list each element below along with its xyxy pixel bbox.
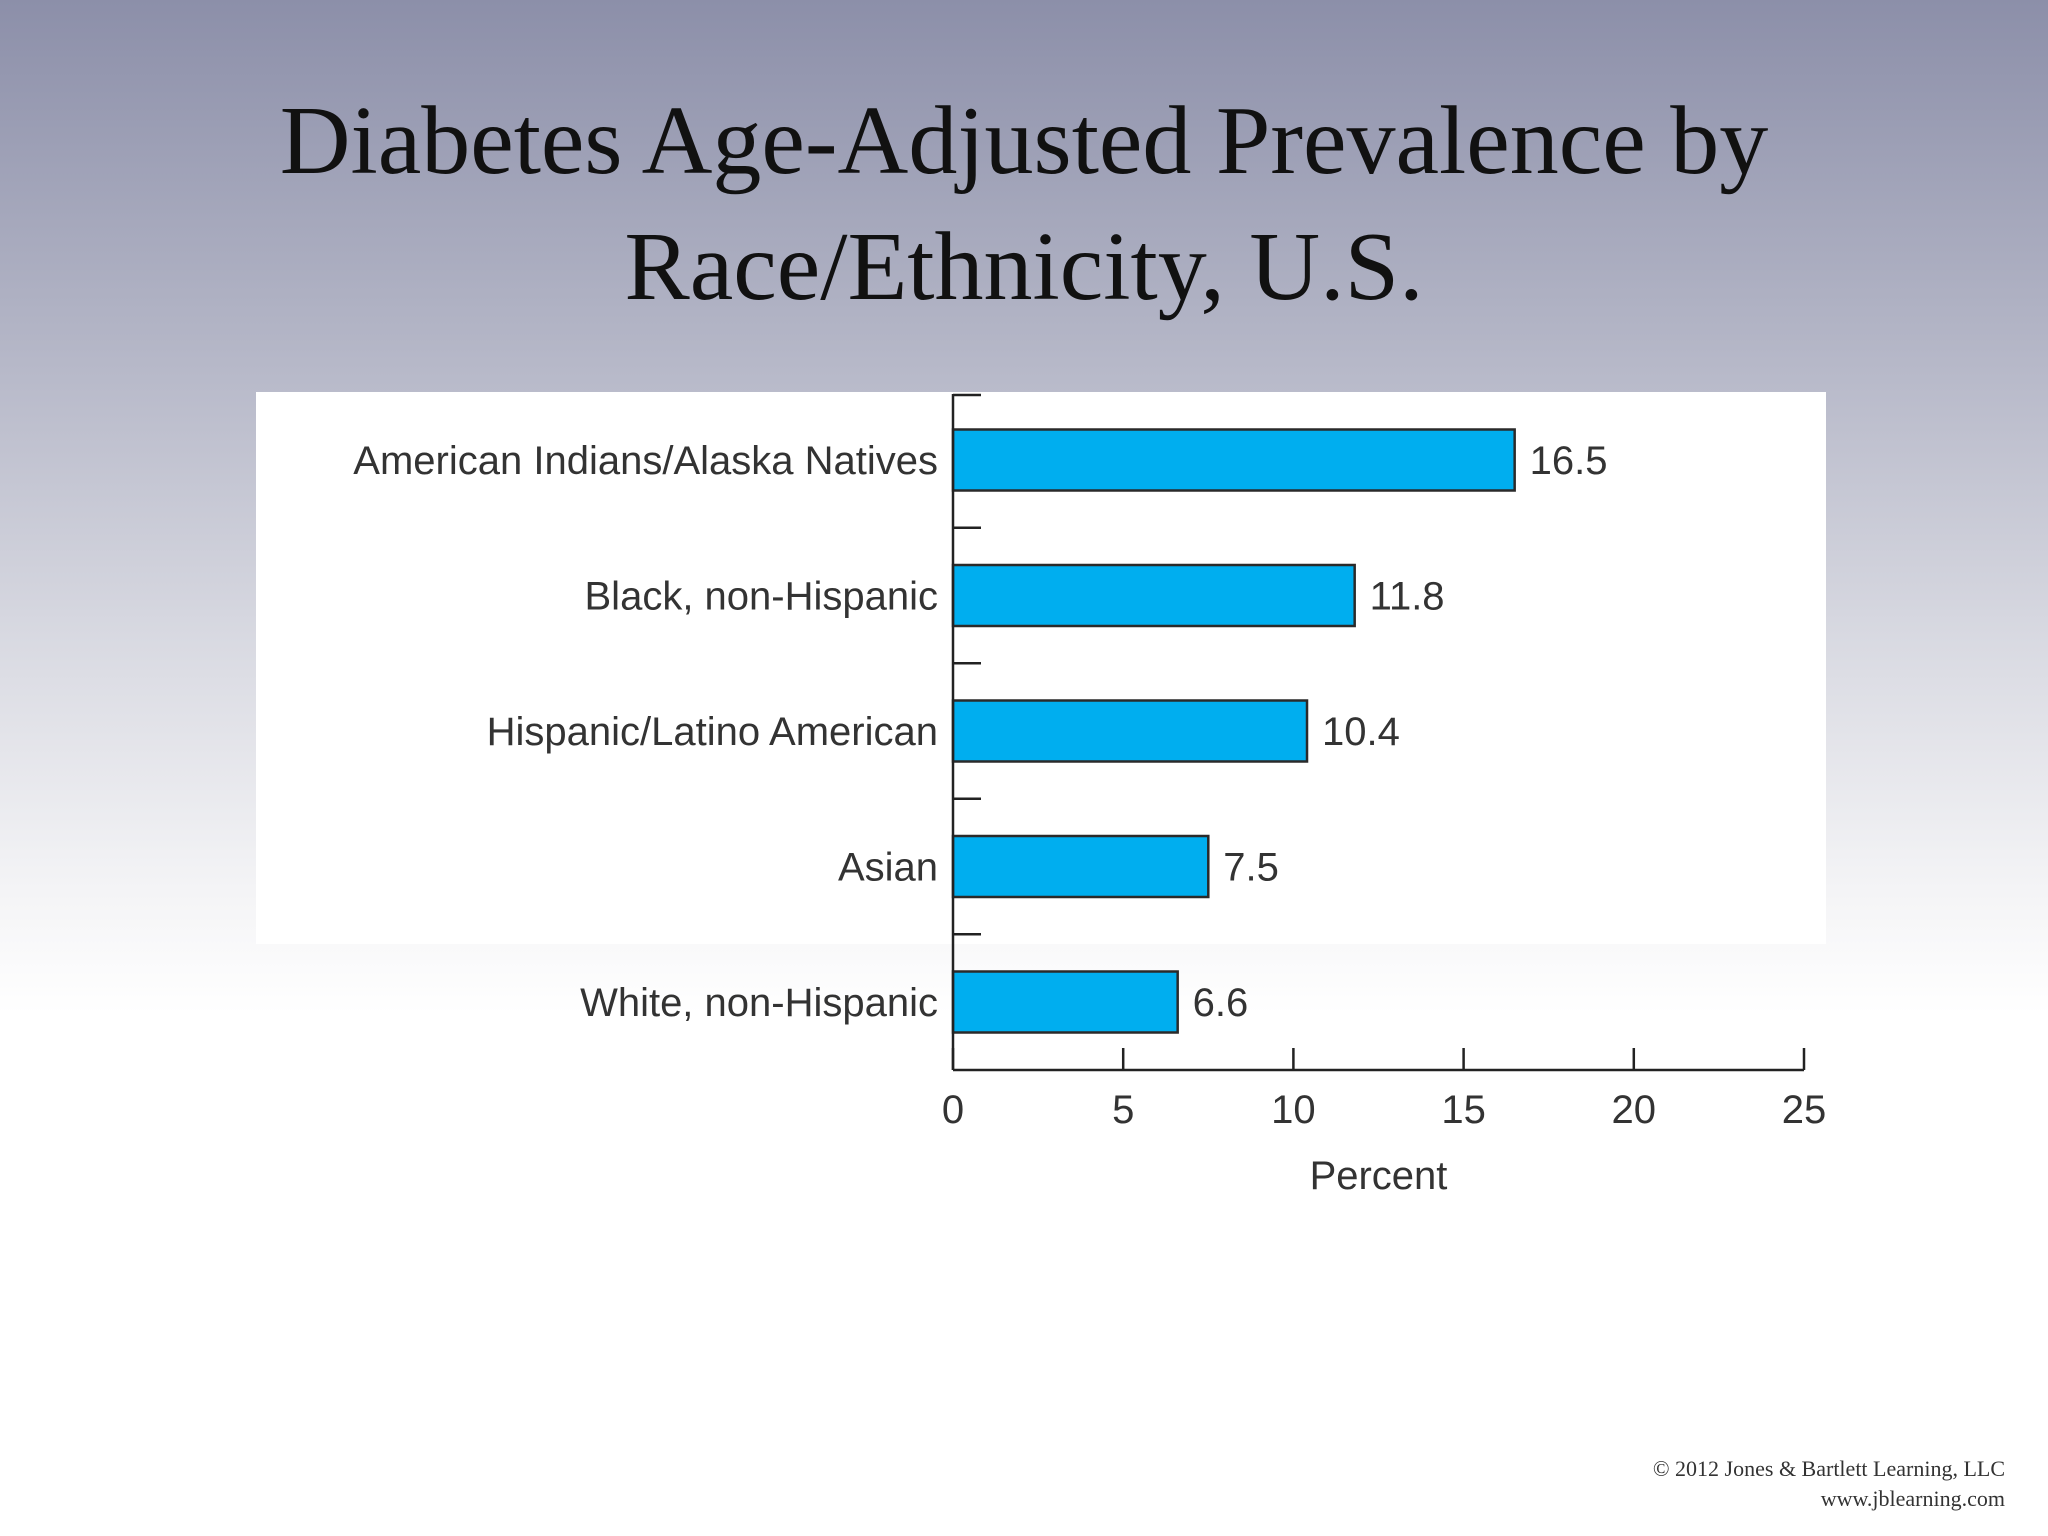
x-axis-label: Percent (1310, 1154, 1448, 1198)
bar-chart: 16.5 American Indians/Alaska Natives 11.8 B… (353, 393, 1827, 1198)
category-label-4: White, non-Hispanic (580, 981, 938, 1025)
data-label-3: 7.5 (1223, 846, 1279, 890)
data-label-1: 11.8 (1370, 575, 1445, 619)
category-label-1: Black, non-Hispanic (585, 575, 939, 619)
slide-title-line-1: Diabetes Age-Adjusted Prevalence by (279, 87, 1769, 195)
x-tick-label-1: 5 (1112, 1088, 1134, 1132)
bar-4 (951, 970, 1179, 1034)
slide-title-line-2: Race/Ethnicity, U.S. (624, 213, 1424, 321)
x-tick-label-5: 25 (1782, 1088, 1827, 1132)
category-label-0: American Indians/Alaska Natives (353, 439, 938, 483)
x-tick-label-3: 15 (1441, 1088, 1486, 1132)
data-label-4: 6.6 (1193, 981, 1249, 1025)
x-tick-label-4: 20 (1612, 1088, 1657, 1132)
bar-3 (951, 834, 1210, 899)
slide-title: Diabetes Age-Adjusted Prevalence by Race… (0, 78, 2048, 330)
category-label-2: Hispanic/Latino American (487, 710, 938, 754)
bar-1 (951, 563, 1356, 628)
website-text: www.jblearning.com (1820, 1486, 2005, 1511)
x-tick-label-2: 10 (1271, 1088, 1316, 1132)
x-tick-label-0: 0 (942, 1088, 964, 1132)
footer: © 2012 Jones & Bartlett Learning, LLC ww… (1653, 1454, 2005, 1514)
chart-panel: 16.5 American Indians/Alaska Natives 11.8 B… (256, 392, 1826, 1198)
bar-0 (951, 428, 1516, 492)
category-label-3: Asian (838, 846, 938, 890)
copyright-text: © 2012 Jones & Bartlett Learning, LLC (1652, 1456, 2005, 1481)
bar-2 (951, 699, 1309, 763)
data-label-0: 16.5 (1530, 439, 1608, 483)
data-label-2: 10.4 (1322, 710, 1400, 754)
